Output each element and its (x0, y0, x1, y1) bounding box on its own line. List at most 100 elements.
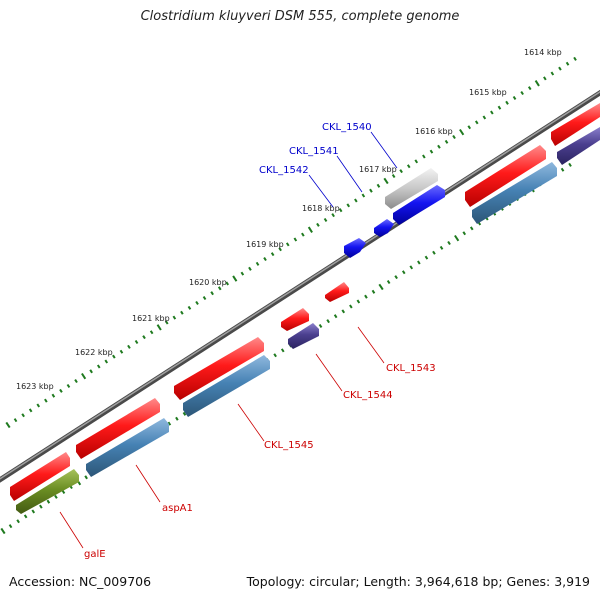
ruler-tick-label: 1622 kbp (75, 348, 113, 357)
gene-labels: CKL_1540 CKL_1541 CKL_1542 CKL_1543 CKL_… (84, 122, 436, 560)
map-title: Clostridium kluyveri DSM 555, complete g… (140, 9, 460, 24)
ruler-tick (543, 76, 547, 81)
ruler-tick (490, 110, 494, 115)
ruler-tick (263, 257, 267, 262)
ruler-tick (134, 339, 139, 345)
ruler-tick (149, 330, 154, 335)
ruler-tick (81, 372, 87, 380)
ruler-tick (371, 289, 376, 294)
ruler-tick-label: 1623 kbp (16, 382, 54, 391)
ruler-tick (89, 369, 93, 374)
ruler-tick (156, 324, 162, 331)
ruler-tick-label: 1619 kbp (246, 240, 284, 249)
gene-arrow-inner-2[interactable] (183, 355, 270, 417)
ruler-tick (394, 275, 398, 280)
ruler-tick (331, 213, 335, 218)
ruler-tick (16, 519, 20, 524)
ruler-tick (364, 294, 368, 299)
ruler-tick (255, 261, 260, 266)
ruler-tick (217, 286, 222, 291)
gene-arrow-outer-1[interactable] (10, 452, 70, 501)
ruler-tick (21, 413, 25, 418)
gene-CKL_1540-blue[interactable] (393, 185, 445, 225)
ruler-tick (437, 144, 441, 149)
ruler-tick (232, 275, 238, 282)
ruler-tick (459, 128, 465, 136)
ruler-tick (248, 266, 252, 271)
ruler-tick (512, 95, 517, 100)
label-CKL_1540: CKL_1540 (322, 122, 372, 133)
ruler-tick (270, 252, 275, 257)
label-CKL_1545: CKL_1545 (264, 440, 314, 451)
ruler-tick (280, 348, 285, 353)
ruler-tick (112, 354, 116, 359)
ruler-tick (307, 226, 313, 233)
label-aspA1: aspA1 (162, 503, 193, 514)
gene-arrow-inner-1[interactable] (86, 418, 169, 477)
ruler-tick (66, 383, 71, 388)
ruler-tick (527, 86, 532, 91)
ruler-tick (369, 188, 373, 193)
gene-arrow-inner-3[interactable] (472, 162, 557, 224)
ruler-tick (202, 296, 207, 301)
gene-arrow-dark-1[interactable] (288, 323, 319, 349)
gene-CKL_1540-grey[interactable] (385, 168, 438, 209)
ruler-ticks-outer (5, 56, 577, 429)
gene-arrow-dark-2[interactable] (557, 127, 600, 165)
gene-arrow-outer-2[interactable] (76, 398, 160, 459)
ruler-tick (568, 162, 572, 167)
ruler-tick (74, 379, 78, 384)
ruler-tick (167, 421, 172, 426)
ruler-tick (278, 247, 282, 252)
ruler-tick (338, 208, 343, 213)
ruler-tick (142, 335, 146, 340)
ruler-tick (399, 169, 403, 174)
gene-arrow-outer-4[interactable] (465, 145, 546, 207)
ruler-tick (361, 193, 366, 198)
ruler-tick (333, 314, 338, 319)
ruler-tick (316, 222, 320, 227)
ruler-tick (469, 226, 474, 231)
ruler-tick (46, 499, 51, 504)
ruler-tick (13, 418, 18, 423)
ruler-tick (51, 393, 56, 398)
ruler-tick (432, 250, 436, 255)
gene-CKL_1544[interactable] (281, 308, 309, 331)
ruler-tick-label: 1617 kbp (359, 165, 397, 174)
ruler-tick (447, 240, 451, 246)
ruler-tick (346, 203, 351, 208)
ruler-tick (5, 421, 11, 429)
gene-arrow-outer-5[interactable] (551, 103, 600, 146)
ruler-tick-label: 1616 kbp (415, 127, 453, 136)
ruler-tick (96, 364, 101, 369)
genes (10, 103, 600, 514)
ruler-tick (560, 167, 565, 172)
ruler-tick (326, 319, 330, 324)
ruler-tick (175, 416, 179, 421)
gene-CKL_1541[interactable] (374, 219, 394, 237)
ruler-tick-label: 1618 kbp (302, 204, 340, 213)
label-CKL_1543: CKL_1543 (386, 363, 436, 374)
ruler-tick (0, 527, 6, 535)
ruler-tick (31, 509, 36, 514)
topology-text: Topology: circular; Length: 3,964,618 bp… (246, 574, 590, 589)
ruler-tick (391, 174, 396, 179)
gene-galE[interactable] (16, 469, 79, 514)
ruler-tick (172, 315, 177, 320)
ruler-tick (424, 255, 429, 260)
ruler-tick (104, 359, 109, 364)
ruler-tick (429, 149, 434, 154)
ruler-tick (409, 265, 414, 270)
ruler-tick (474, 120, 479, 125)
label-CKL_1542: CKL_1542 (259, 165, 309, 176)
ruler-tick (127, 344, 131, 349)
gene-CKL_1542[interactable] (344, 238, 366, 258)
ruler-tick (422, 154, 426, 159)
ruler-tick-label: 1621 kbp (132, 314, 170, 323)
label-CKL_1544: CKL_1544 (343, 390, 393, 401)
gene-arrow-outer-3[interactable] (174, 337, 264, 400)
ruler-tick (444, 139, 449, 144)
ruler-tick (550, 71, 555, 76)
ruler-tick (383, 177, 389, 185)
gene-CKL_1543[interactable] (325, 282, 349, 302)
